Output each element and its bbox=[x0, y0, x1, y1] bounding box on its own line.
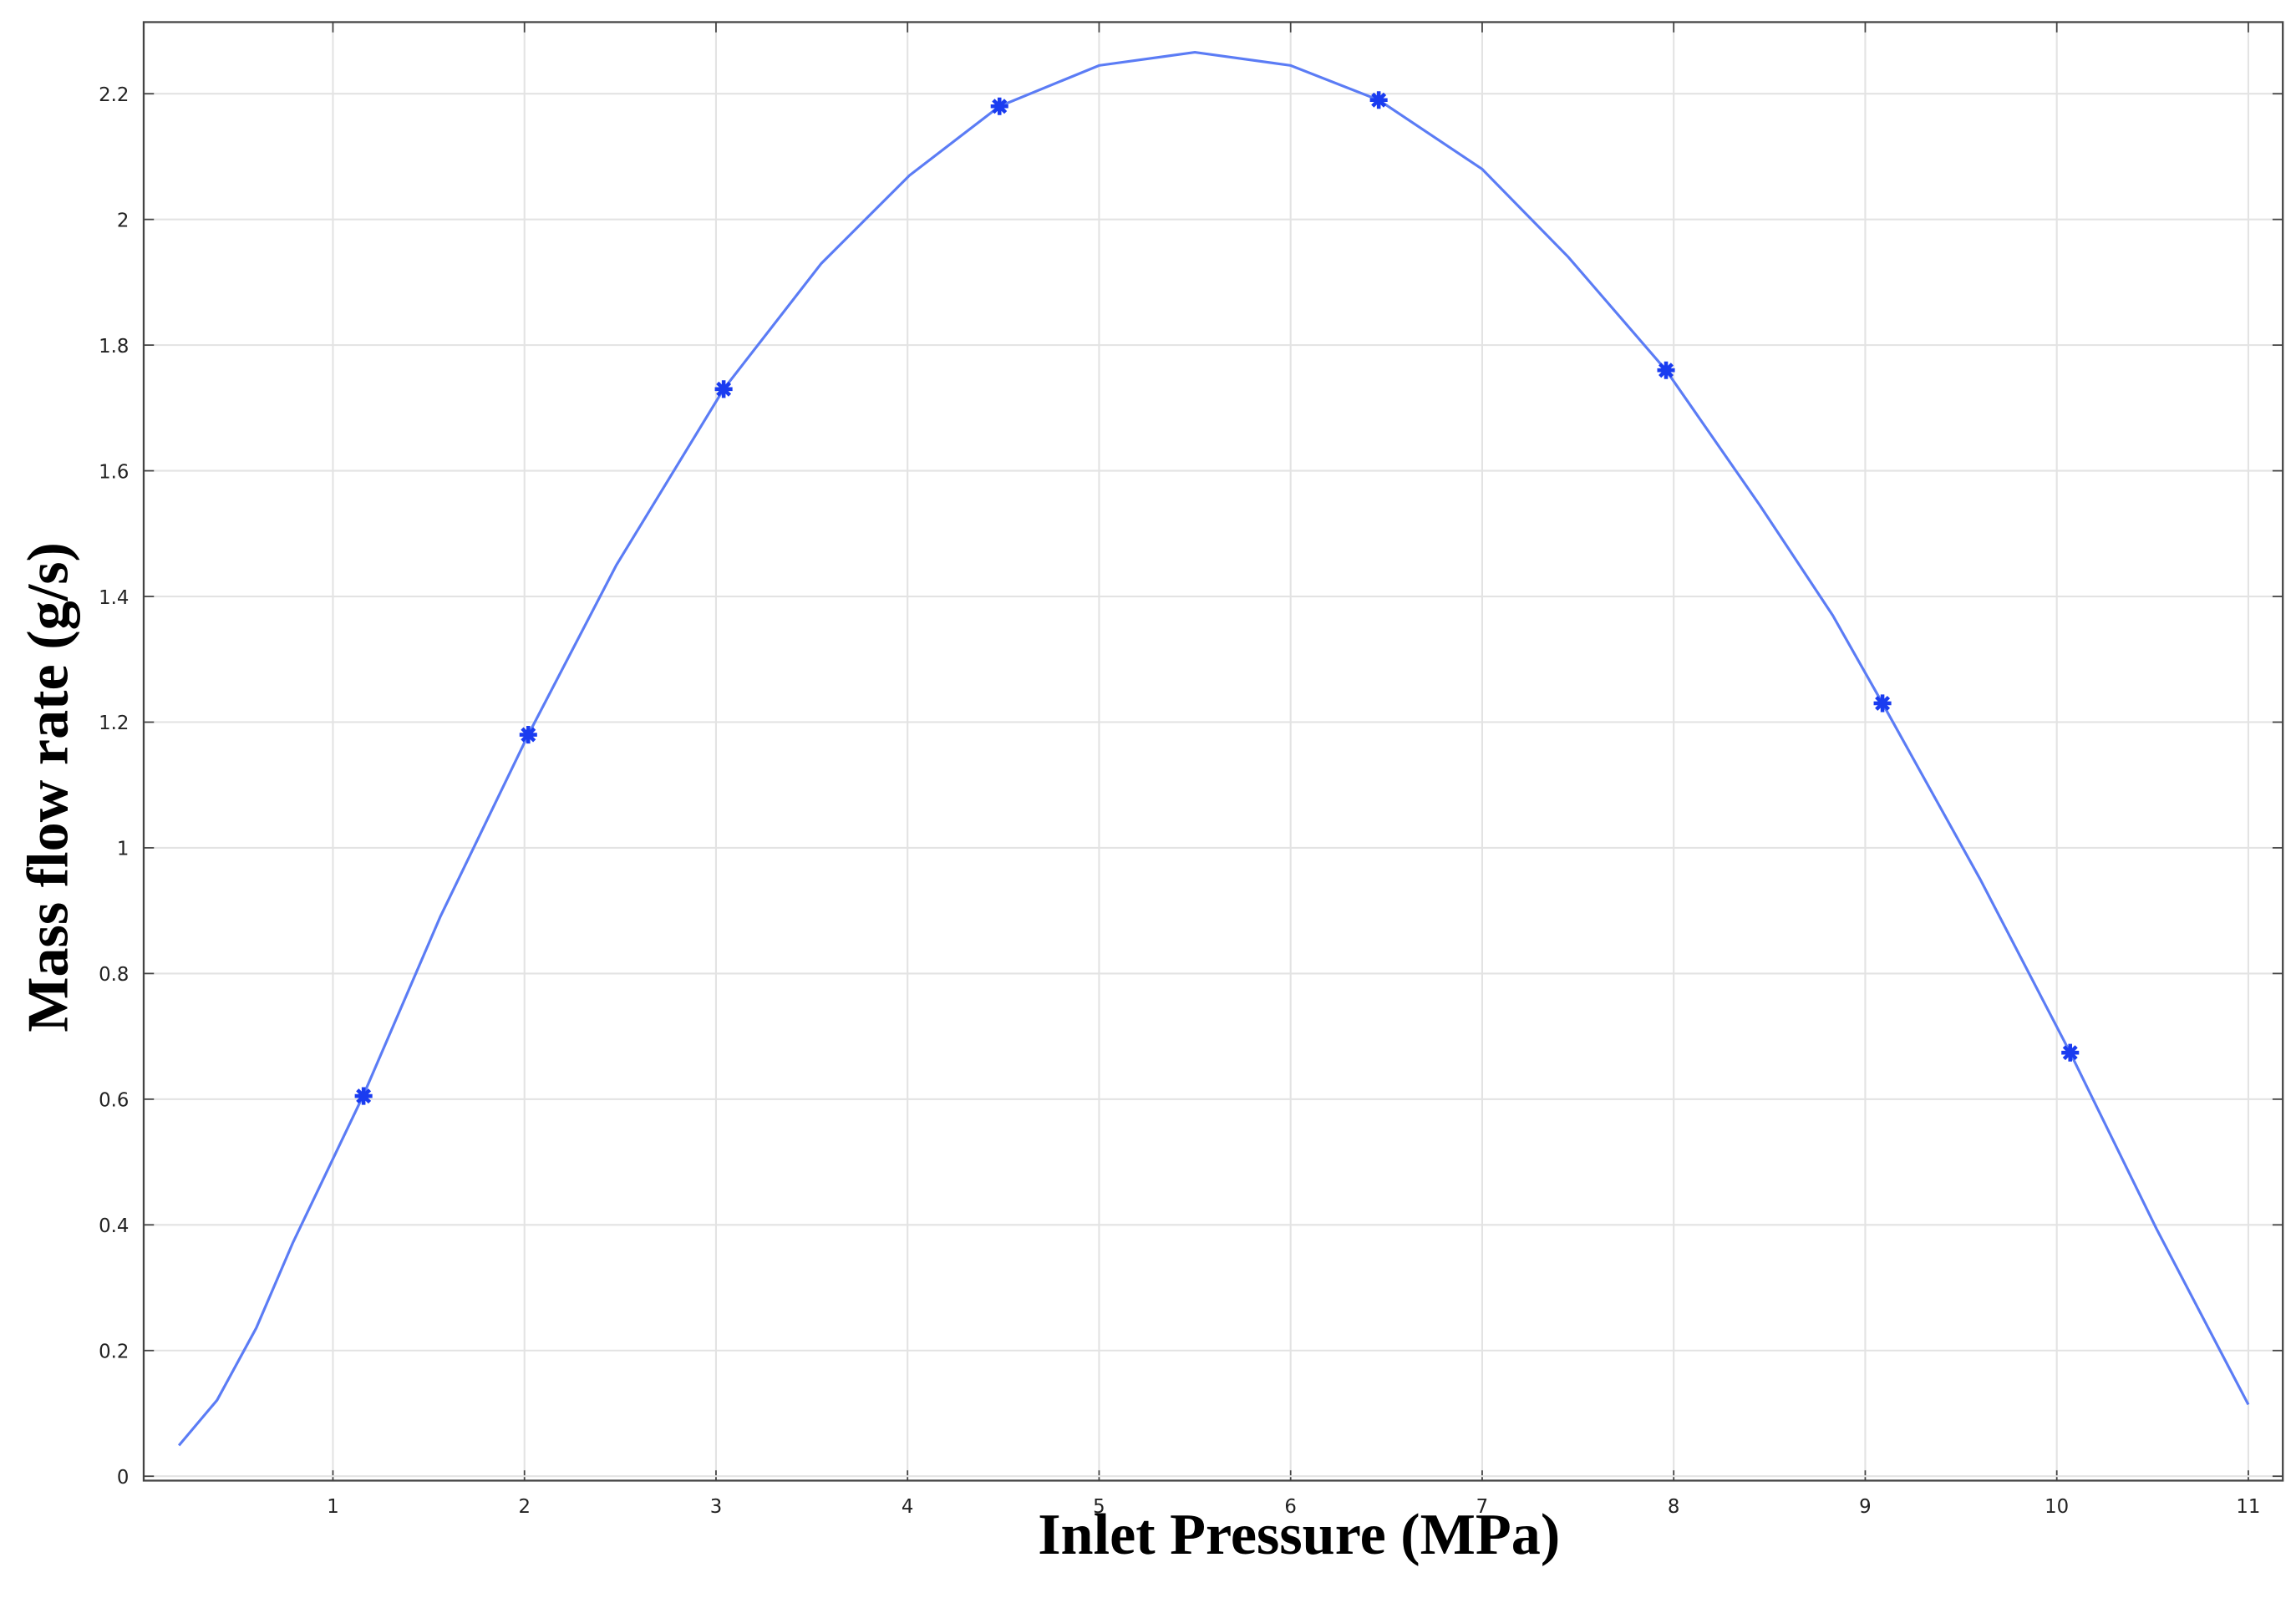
y-tick-label: 2 bbox=[117, 210, 130, 231]
y-tick-label: 2.2 bbox=[99, 84, 129, 106]
y-tick-label: 0.6 bbox=[99, 1090, 129, 1112]
x-tick-label: 11 bbox=[2236, 1496, 2260, 1518]
marker bbox=[714, 380, 733, 398]
x-axis-label: Inlet Pressure (MPa) bbox=[1038, 1502, 1560, 1567]
x-tick-label: 4 bbox=[902, 1496, 914, 1518]
marker bbox=[354, 1087, 373, 1105]
x-tick-label: 10 bbox=[2045, 1496, 2069, 1518]
x-tick-label: 3 bbox=[710, 1496, 723, 1518]
y-tick-label: 1.2 bbox=[99, 713, 129, 734]
y-tick-label: 1.8 bbox=[99, 336, 129, 358]
x-tick-label: 9 bbox=[1859, 1496, 1872, 1518]
x-tick-label: 7 bbox=[1476, 1496, 1489, 1518]
x-tick-label: 8 bbox=[1668, 1496, 1680, 1518]
y-tick-label: 0.2 bbox=[99, 1342, 129, 1363]
marker bbox=[990, 97, 1008, 115]
line bbox=[177, 50, 2250, 1447]
x-tick-label: 5 bbox=[1093, 1496, 1105, 1518]
x-tick-label: 1 bbox=[327, 1496, 339, 1518]
y-tick-label: 1.6 bbox=[99, 461, 129, 483]
marker bbox=[1657, 361, 1675, 379]
marker bbox=[519, 726, 537, 744]
marker bbox=[1873, 694, 1892, 713]
y-tick-label: 1.4 bbox=[99, 587, 129, 609]
y-tick-label: 1 bbox=[117, 839, 130, 860]
y-tick-label: 0.8 bbox=[99, 964, 129, 986]
x-tick-label: 2 bbox=[518, 1496, 531, 1518]
y-tick-label: 0.4 bbox=[99, 1215, 129, 1237]
y-axis-label: Mass flow rate (g/s) bbox=[16, 542, 81, 1032]
y-tick-label: 0 bbox=[117, 1467, 130, 1489]
x-tick-label: 6 bbox=[1284, 1496, 1297, 1518]
marker bbox=[1369, 91, 1388, 109]
marker bbox=[2061, 1043, 2080, 1062]
plot-frame bbox=[142, 21, 2284, 1482]
